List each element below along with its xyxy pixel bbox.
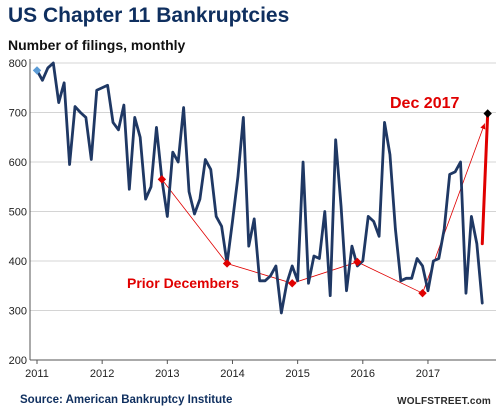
chart-title: US Chapter 11 Bankruptcies: [8, 4, 290, 27]
highlight-markers: [32, 66, 492, 298]
y-tick-label: 300: [9, 306, 27, 318]
highlight-marker: [32, 66, 42, 75]
dec-2017-label: Dec 2017: [390, 95, 459, 112]
prior-decembers-label: Prior Decembers: [127, 275, 239, 291]
trend-arrow-head: [480, 123, 486, 130]
y-tick-label: 600: [9, 157, 27, 169]
prior-decembers-connector: [161, 123, 486, 294]
monthly-filings-line: [35, 61, 484, 315]
series-lines: [35, 61, 490, 315]
highlight-marker: [353, 257, 362, 267]
chart-subtitle: Number of filings, monthly: [8, 37, 186, 53]
y-tick-label: 700: [9, 108, 27, 120]
axes: [29, 59, 496, 364]
y-tick-label: 200: [9, 355, 27, 367]
x-tick-label: 2016: [351, 368, 375, 380]
source-note: Source: American Bankruptcy Institute: [20, 394, 233, 406]
highlight-marker: [157, 175, 167, 184]
highlight-marker: [288, 279, 297, 288]
x-tick-label: 2017: [416, 368, 440, 380]
x-tick-label: 2013: [155, 368, 179, 380]
x-tick-label: 2014: [220, 368, 244, 380]
y-tick-label: 800: [9, 58, 27, 70]
highlight-marker: [418, 288, 427, 298]
y-tick-label: 400: [9, 256, 27, 268]
dec-2017-jump-line: [480, 111, 490, 246]
x-tick-label: 2012: [90, 368, 114, 380]
highlight-marker: [483, 109, 492, 118]
x-tick-label: 2011: [25, 368, 49, 380]
x-tick-label: 2015: [285, 368, 309, 380]
tick-labels: 200 300 400 500 600 700 800 2011 2012 2013 2014 201…: [9, 58, 441, 380]
grid-lines: [30, 62, 496, 311]
annotations: Prior Decembers Dec 2017: [127, 95, 459, 291]
brand-label: WOLFSTREET.com: [397, 396, 491, 407]
y-tick-label: 500: [9, 207, 27, 219]
highlight-marker: [222, 259, 232, 268]
